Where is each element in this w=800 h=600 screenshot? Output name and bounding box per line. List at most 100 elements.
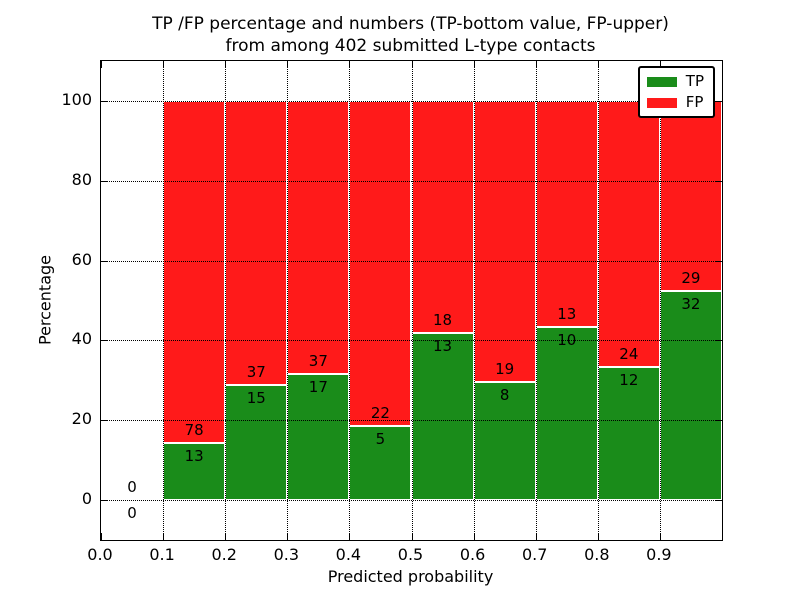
x-tick-mark-top: [535, 61, 537, 68]
v-gridline: [163, 61, 165, 540]
x-tick-label: 0.9: [646, 545, 672, 564]
v-gridline: [411, 61, 413, 540]
legend-label-tp: TP: [685, 72, 704, 90]
x-tick-mark-top: [101, 61, 102, 68]
plot-area: TP FP 0 0 78 13 37 15 37 17 22 5 18 13 19 8 13 10 24 12 29…: [100, 60, 723, 541]
bar-segment-fp: [349, 100, 412, 427]
x-tick-mark-top: [411, 61, 413, 68]
bar-segment-tp: [659, 290, 722, 501]
x-tick-mark: [411, 533, 413, 540]
v-gridline: [349, 61, 351, 540]
x-tick-mark-top: [225, 61, 227, 68]
legend: TP FP: [637, 66, 715, 118]
v-gridline: [225, 61, 227, 540]
bar-segment-fp: [163, 100, 226, 444]
x-tick-label: 0.1: [149, 545, 175, 564]
y-tick-mark: [101, 100, 108, 102]
bar-value-fp-label: 22: [370, 404, 390, 423]
bar-segment-tp: [535, 326, 598, 501]
bar-value-tp-label: 17: [308, 378, 328, 397]
y-tick-label: 60: [71, 249, 92, 269]
bar-segment-fp: [473, 100, 536, 382]
bar-segment-tp: [349, 426, 412, 501]
x-axis-title: Predicted probability: [327, 567, 494, 586]
bar-value-tp-label: 12: [619, 371, 639, 390]
x-tick-mark: [659, 533, 661, 540]
bar-segment-tp: [411, 332, 474, 501]
x-tick-label: 0.4: [335, 545, 362, 564]
bar-value-fp-label: 24: [619, 345, 639, 364]
x-tick-label: 0.6: [459, 545, 486, 564]
bar-segment-fp: [597, 100, 660, 368]
bar-value-fp-label: 37: [308, 352, 328, 371]
bar-value-fp-label: 0: [127, 478, 137, 497]
y-tick-mark-right: [715, 260, 722, 262]
bar-segment-fp: [287, 100, 350, 375]
x-tick-mark: [597, 533, 599, 540]
fp-swatch-icon: [646, 97, 677, 108]
x-tick-mark: [473, 533, 475, 540]
x-tick-mark-top: [163, 61, 165, 68]
x-tick-label: 0.3: [273, 545, 300, 564]
y-tick-label: 40: [71, 329, 92, 349]
bar-value-fp-label: 18: [433, 310, 453, 329]
x-tick-label: 0.8: [584, 545, 610, 564]
y-tick-label: 0: [81, 489, 92, 509]
x-tick-label: 0.5: [397, 545, 424, 564]
y-tick-mark-right: [715, 180, 722, 182]
y-tick-mark: [101, 500, 108, 502]
x-tick-mark: [349, 533, 351, 540]
bar-value-tp-label: 5: [375, 430, 386, 449]
x-tick-mark: [287, 533, 289, 540]
v-gridline: [535, 61, 537, 540]
y-tick-mark: [101, 420, 108, 422]
y-tick-mark-right: [715, 420, 722, 422]
v-gridline: [659, 61, 661, 540]
y-tick-mark-right: [715, 100, 722, 102]
x-tick-mark-top: [349, 61, 351, 68]
bar-value-tp-label: 10: [557, 330, 577, 349]
x-tick-mark: [225, 533, 227, 540]
v-gridline: [597, 61, 599, 540]
chart-title: TP /FP percentage and numbers (TP-bottom…: [100, 13, 721, 57]
x-tick-mark: [163, 533, 165, 540]
x-tick-label: 0.7: [521, 545, 548, 564]
tp-swatch-icon: [646, 76, 677, 87]
x-tick-mark: [101, 533, 102, 540]
y-tick-mark: [101, 340, 108, 342]
bar-value-fp-label: 19: [495, 359, 515, 378]
y-tick-label: 20: [71, 409, 92, 429]
bar-value-fp-label: 13: [557, 304, 577, 323]
x-tick-mark: [535, 533, 537, 540]
y-tick-mark: [101, 260, 108, 262]
legend-label-fp: FP: [685, 93, 704, 111]
bar-value-tp-label: 0: [127, 504, 137, 523]
legend-entry-fp: FP: [646, 93, 704, 111]
x-tick-mark-top: [597, 61, 599, 68]
y-tick-label: 100: [61, 89, 92, 109]
bar-segment-tp: [225, 384, 288, 501]
x-tick-label: 0.2: [211, 545, 237, 564]
x-tick-mark-top: [287, 61, 289, 68]
bar-segment-fp: [535, 100, 598, 327]
bar-value-tp-label: 13: [433, 336, 453, 355]
bar-value-fp-label: 37: [246, 362, 266, 381]
x-tick-mark-top: [473, 61, 475, 68]
bar-value-fp-label: 29: [681, 268, 701, 287]
bar-value-tp-label: 13: [184, 447, 204, 466]
chart-title-line1: TP /FP percentage and numbers (TP-bottom…: [152, 14, 669, 34]
v-gridline: [287, 61, 289, 540]
bar-value-tp-label: 32: [681, 294, 701, 313]
y-tick-mark: [101, 180, 108, 182]
bar-segment-tp: [163, 443, 226, 501]
x-tick-mark-top: [659, 61, 661, 68]
x-tick-label: 0.0: [87, 545, 113, 564]
bar-segment-fp: [225, 100, 288, 385]
bar-value-tp-label: 8: [499, 385, 510, 404]
bar-value-tp-label: 15: [246, 388, 266, 407]
bar-segment-fp: [411, 100, 474, 333]
y-tick-label: 80: [71, 169, 92, 189]
legend-entry-tp: TP: [646, 72, 704, 90]
chart-title-line2: from among 402 submitted L-type contacts: [225, 36, 596, 56]
y-tick-mark-right: [715, 340, 722, 342]
